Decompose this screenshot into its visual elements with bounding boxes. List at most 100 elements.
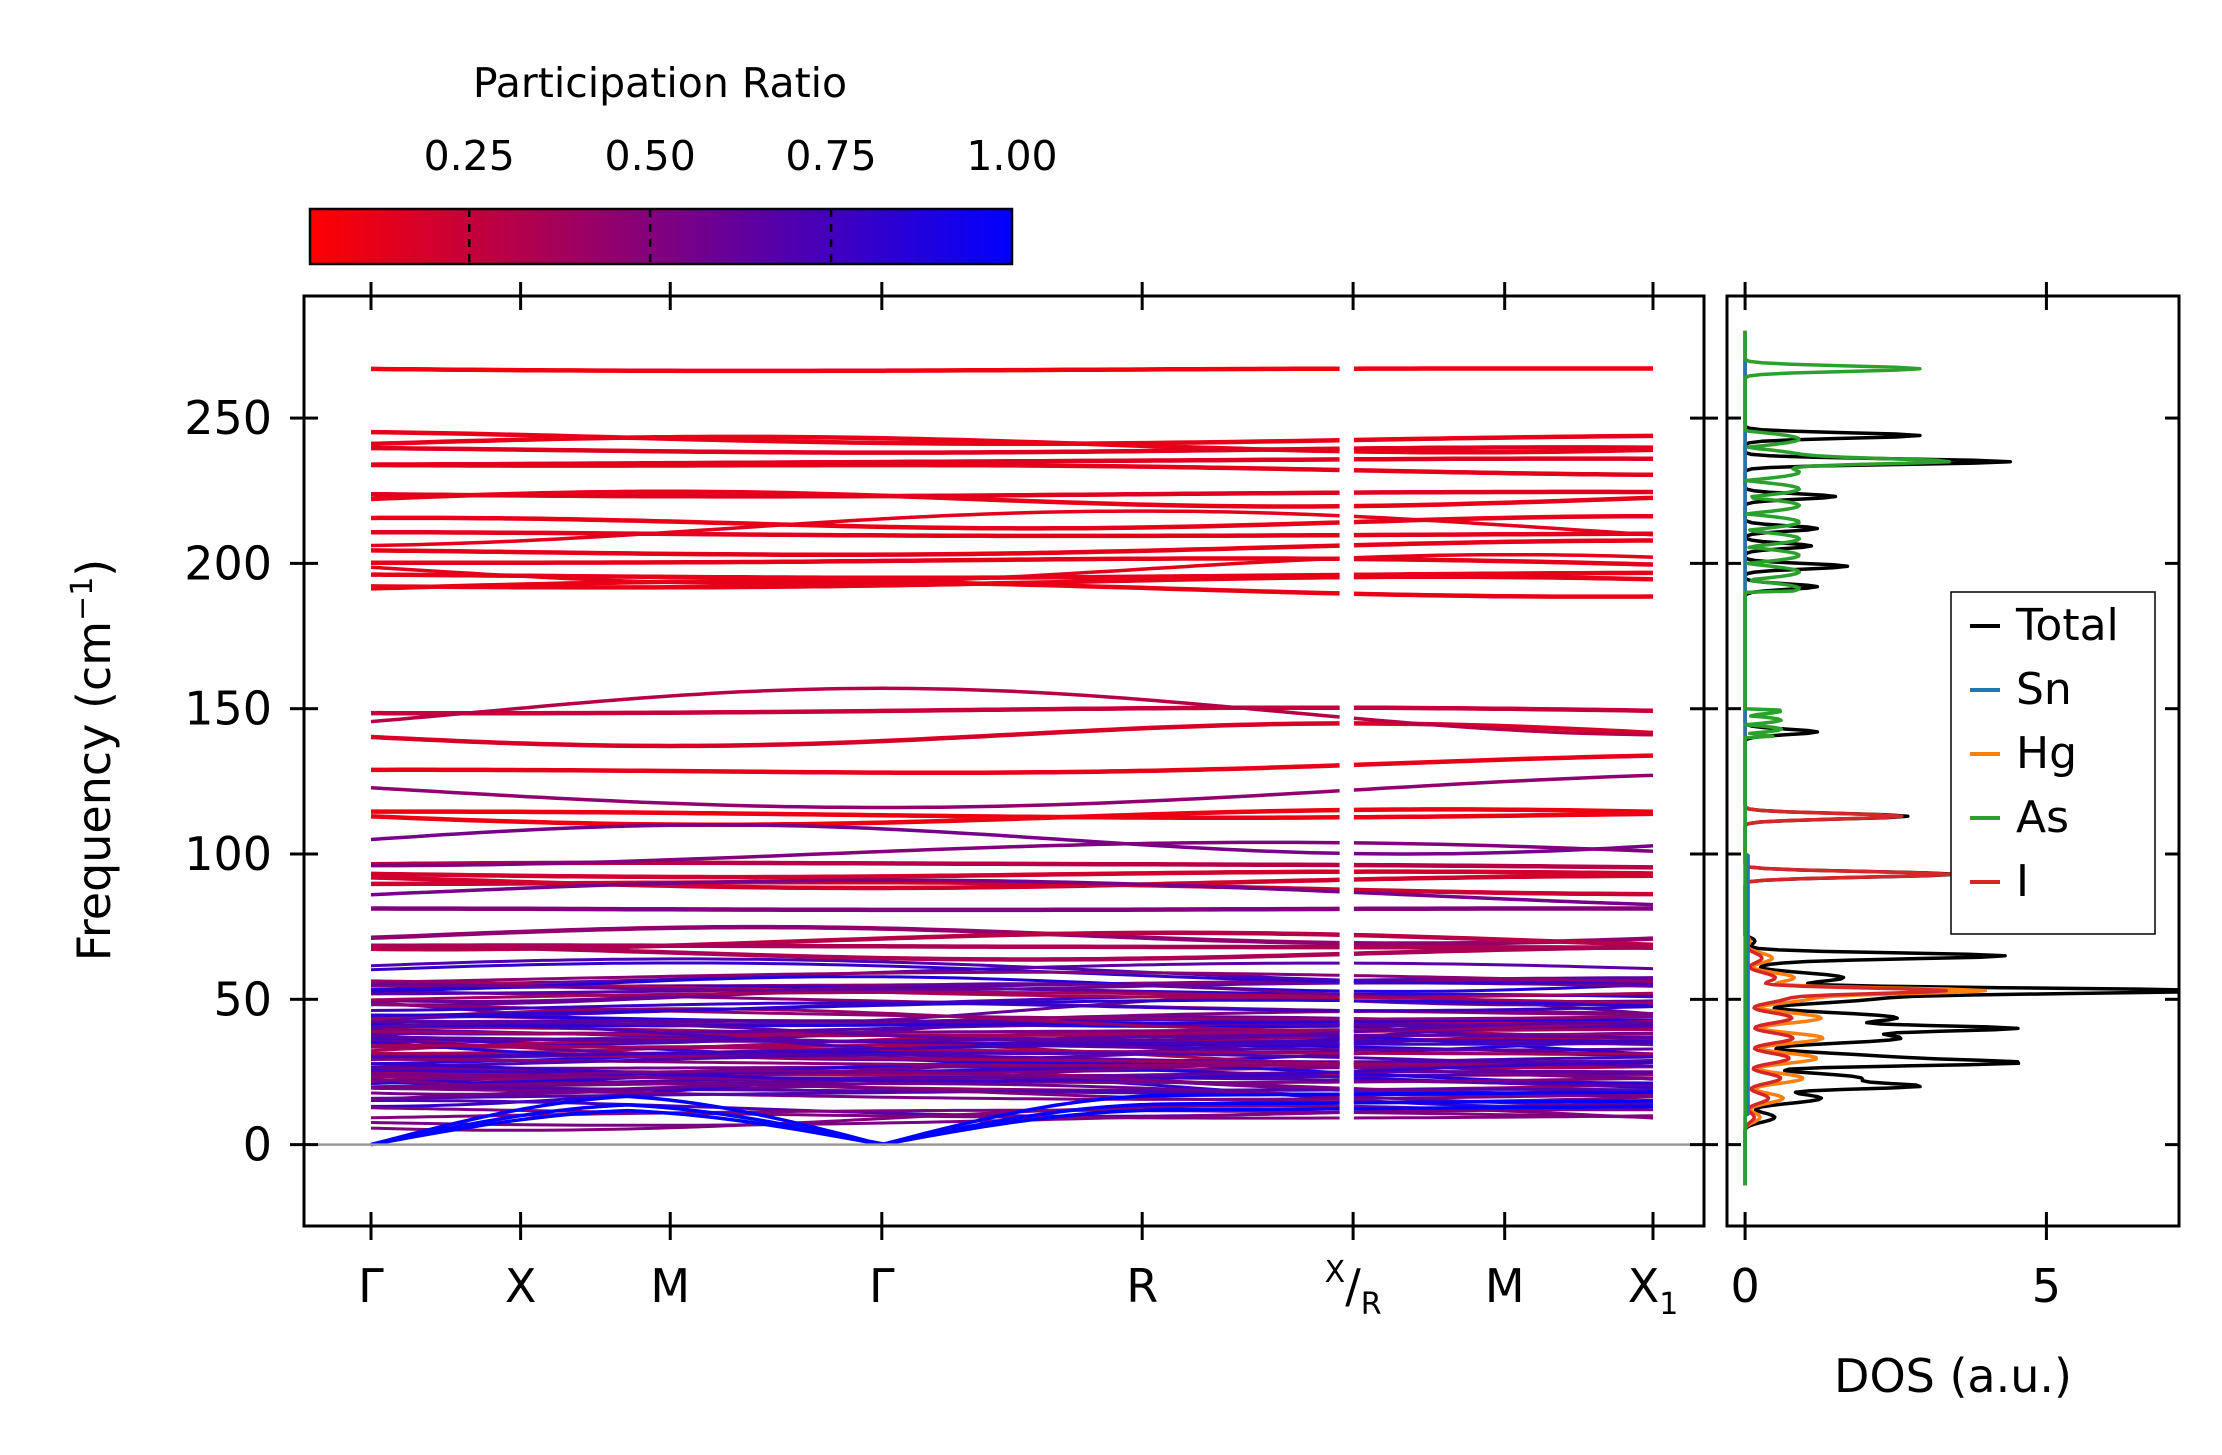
- legend-box: [1950, 591, 2156, 935]
- phonon-band: [1353, 495, 1654, 509]
- legend-label: Hg: [2016, 728, 2077, 779]
- phonon-band: [1353, 1041, 1653, 1046]
- phonon-band: [1353, 591, 1654, 599]
- acoustic-branch: [1353, 1090, 1654, 1096]
- k-point-label: Γ: [869, 1259, 895, 1313]
- phonon-band: [370, 1086, 1340, 1096]
- colorbar-gradient: [308, 207, 1014, 266]
- phonon-band: [1353, 1076, 1654, 1084]
- phonon-band: [1353, 961, 1654, 971]
- phonon-band: [370, 990, 1340, 1002]
- phonon-band: [1353, 1060, 1654, 1073]
- phonon-band: [370, 434, 1340, 454]
- phonon-band: [370, 998, 1340, 1017]
- phonon-band: [371, 763, 1340, 775]
- phonon-band: [371, 556, 1340, 566]
- phonon-band: [370, 574, 1340, 590]
- phonon-band: [370, 1104, 1340, 1132]
- band-structure-panel: 0 50 100 150 200 250 Γ X M Γ R X/R M X1 Frequency (c…: [65, 282, 1718, 1322]
- k-point-label: X/R: [1325, 1255, 1382, 1322]
- k-point-label: Γ: [358, 1259, 384, 1313]
- dos-panel: 0 5 DOS (a.u.) Total Sn Hg As I: [1725, 282, 2181, 1403]
- phonon-band: [1353, 862, 1654, 870]
- phonon-band: [370, 1020, 1340, 1028]
- y-tick-label: 250: [184, 391, 272, 445]
- phonon-band: [370, 366, 1340, 374]
- phonon-band: [1353, 773, 1654, 792]
- phonon-band: [370, 1033, 1340, 1043]
- acoustic-branch: [1353, 1099, 1654, 1105]
- phonon-band: [370, 1069, 1340, 1090]
- phonon-band: [1353, 1047, 1654, 1052]
- y-tick-label: 150: [184, 682, 272, 736]
- phonon-band: [370, 1081, 1340, 1104]
- phonon-band: [370, 445, 1340, 455]
- phonon-band: [370, 943, 1340, 962]
- band-axes-frame: [302, 294, 1706, 1228]
- phonon-band: [1353, 999, 1654, 1008]
- phonon-band: [370, 1057, 1340, 1067]
- phonon-band: [1353, 456, 1653, 462]
- phonon-band: [370, 509, 1340, 548]
- phonon-band: [1353, 890, 1654, 907]
- dos-x-axis-title: DOS (a.u.): [1834, 1349, 2072, 1403]
- phonon-band: [1353, 974, 1654, 984]
- phonon-band: [370, 1051, 1340, 1069]
- phonon-band: [370, 807, 1340, 827]
- phonon-band: [371, 809, 1340, 820]
- phonon-band: [370, 982, 1340, 1003]
- phonon-band: [1353, 447, 1654, 455]
- phonon-band: [1353, 705, 1654, 714]
- phonon-band: [1353, 514, 1654, 537]
- phonon-band: [370, 489, 1340, 509]
- phonon-band: [1353, 574, 1654, 582]
- k-point-label: X: [505, 1259, 537, 1313]
- phonon-band: [1353, 944, 1654, 956]
- phonon-band: [371, 529, 1340, 539]
- phonon-band: [370, 785, 1340, 810]
- colorbar-tick-label: 0.50: [604, 132, 695, 180]
- phonon-band: [1353, 552, 1654, 560]
- phonon-band: [370, 462, 1340, 473]
- colorbar: Participation Ratio 0.25 0.50 0.75 1.00: [308, 59, 1058, 266]
- k-point-label: M: [650, 1259, 690, 1313]
- acoustic-branch: [1353, 1104, 1654, 1111]
- phonon-band: [371, 840, 1340, 868]
- phonon-band: [1353, 570, 1653, 578]
- phonon-band: [1353, 887, 1653, 897]
- phonon-band: [370, 1111, 1340, 1127]
- phonon-band: [1353, 1108, 1653, 1114]
- dos-axes-frame: [1725, 294, 2181, 1228]
- phonon-band: [370, 961, 1340, 984]
- phonon-band: [1353, 538, 1653, 548]
- phonon-band: [370, 1001, 1340, 1012]
- phonon-band: [1353, 556, 1654, 567]
- phonon-band: [370, 543, 1340, 557]
- phonon-band: [371, 943, 1340, 950]
- phonon-band: [1353, 1018, 1653, 1023]
- phonon-band: [1353, 753, 1654, 768]
- phonon-band: [1353, 1114, 1654, 1120]
- colorbar-title: Participation Ratio: [473, 59, 847, 107]
- phonon-band: [1353, 716, 1654, 737]
- y-tick-label: 0: [243, 1118, 272, 1172]
- legend-label: As: [2016, 792, 2069, 843]
- phonon-band: [370, 924, 1340, 946]
- phonon-band: [1353, 1055, 1654, 1064]
- phonon-band: [1353, 932, 1654, 948]
- legend-label: I: [2016, 856, 2029, 907]
- phonon-band: [1353, 531, 1653, 538]
- dos-legend: Total Sn Hg As I: [1950, 591, 2156, 935]
- phonon-band: [370, 1007, 1340, 1032]
- k-point-label: R: [1126, 1259, 1158, 1313]
- legend-label: Sn: [2016, 664, 2072, 715]
- legend-label: Total: [2015, 600, 2119, 651]
- dos-x-tick-label: 5: [2032, 1259, 2061, 1313]
- phonon-band: [1353, 445, 1653, 451]
- phonon-band: [1353, 489, 1653, 495]
- k-point-label: M: [1485, 1259, 1525, 1313]
- phonon-band: [1353, 995, 1654, 1005]
- phonon-band: [370, 721, 1340, 749]
- phonon-band: [370, 686, 1340, 724]
